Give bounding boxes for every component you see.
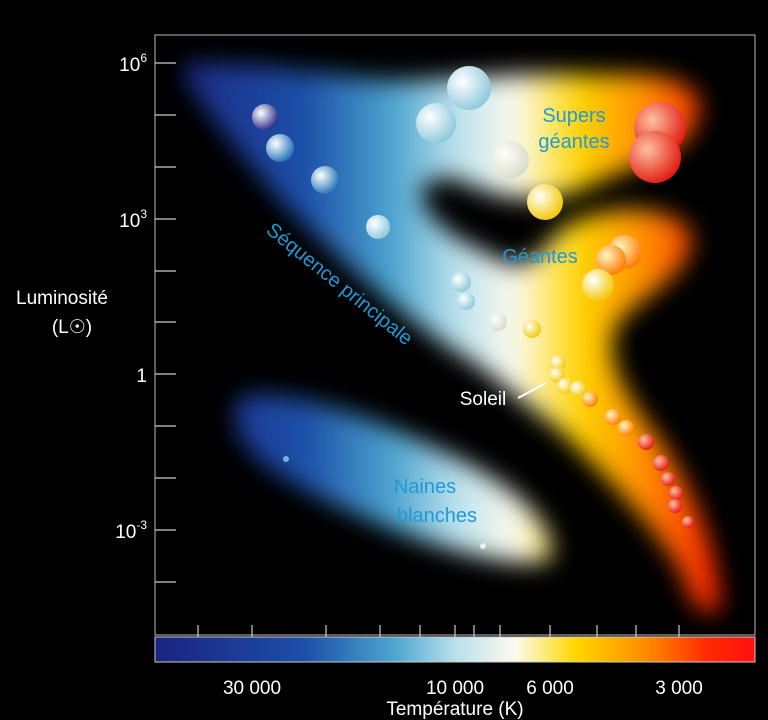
y-tick-label: 106 — [119, 51, 147, 76]
y-tick-label: 10-3 — [115, 518, 147, 543]
region-label: Géantes — [502, 246, 578, 268]
temperature-colorbar — [154, 636, 756, 663]
region-label: blanches — [397, 505, 477, 527]
x-ticks — [197, 625, 680, 637]
regions — [180, 63, 720, 613]
sun-pointer — [517, 382, 547, 399]
y-tick-label: 1 — [136, 366, 147, 387]
x-tick-label: 30 000 — [223, 678, 281, 699]
x-axis-label: Température (K) — [386, 699, 523, 720]
x-tick-label: 6 000 — [526, 678, 574, 699]
y-tick-label: 103 — [119, 207, 147, 232]
y-axis-label: Luminosité — [16, 288, 108, 309]
sun-label: Soleil — [460, 389, 506, 410]
y-ticks — [155, 62, 176, 583]
x-tick-label: 3 000 — [655, 678, 703, 699]
region-label: géantes — [538, 131, 609, 153]
x-tick-labels: 30 000 10 000 6 000 3 000 — [223, 678, 703, 699]
region-label: Naines — [394, 476, 456, 498]
region-label: Supers — [542, 105, 605, 127]
y-axis-unit: (L☉) — [52, 317, 92, 338]
stars — [252, 66, 694, 549]
y-tick-labels: 106 103 1 10-3 — [115, 51, 147, 543]
x-tick-label: 10 000 — [426, 678, 484, 699]
